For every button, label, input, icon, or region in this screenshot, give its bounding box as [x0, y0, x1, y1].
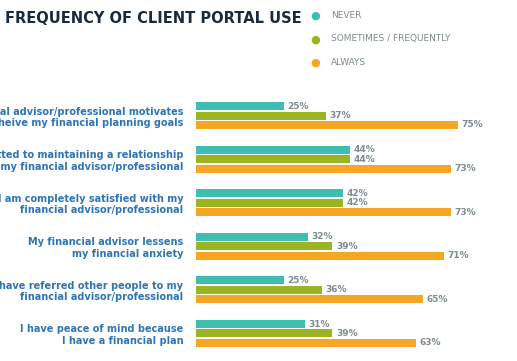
Text: 25%: 25%	[287, 276, 309, 285]
Text: 44%: 44%	[354, 145, 375, 155]
Text: SOMETIMES / FREQUENTLY: SOMETIMES / FREQUENTLY	[331, 34, 450, 43]
Text: 71%: 71%	[448, 251, 469, 260]
Text: FREQUENCY OF CLIENT PORTAL USE: FREQUENCY OF CLIENT PORTAL USE	[5, 11, 302, 26]
Text: 32%: 32%	[312, 232, 333, 242]
Bar	[196, 165, 451, 173]
Bar	[196, 121, 458, 129]
Text: ●: ●	[310, 11, 320, 21]
Text: 73%: 73%	[454, 208, 476, 217]
Bar	[196, 252, 444, 260]
Text: 73%: 73%	[454, 164, 476, 173]
Bar	[196, 286, 322, 294]
Text: 65%: 65%	[427, 295, 448, 304]
Bar	[196, 102, 284, 110]
Text: 42%: 42%	[346, 198, 368, 207]
Bar	[196, 339, 416, 347]
Bar	[196, 146, 350, 154]
Text: ALWAYS: ALWAYS	[331, 58, 366, 67]
Text: 25%: 25%	[287, 102, 309, 111]
Bar	[196, 329, 332, 337]
Bar	[196, 190, 343, 197]
Bar	[196, 155, 350, 163]
Text: ●: ●	[310, 58, 320, 68]
Text: 37%: 37%	[329, 111, 351, 120]
Text: 39%: 39%	[336, 242, 358, 251]
Bar	[196, 242, 332, 250]
Bar	[196, 295, 423, 303]
Text: 44%: 44%	[354, 155, 375, 164]
Bar	[196, 208, 451, 216]
Text: NEVER: NEVER	[331, 11, 361, 20]
Bar	[196, 320, 305, 328]
Text: 75%: 75%	[462, 121, 483, 130]
Text: ●: ●	[310, 34, 320, 44]
Bar	[196, 112, 326, 119]
Bar	[196, 199, 343, 207]
Text: 31%: 31%	[308, 319, 329, 329]
Text: 63%: 63%	[420, 338, 441, 347]
Text: 36%: 36%	[326, 285, 347, 294]
Bar	[196, 233, 308, 241]
Bar	[196, 277, 284, 284]
Text: 39%: 39%	[336, 329, 358, 338]
Text: 42%: 42%	[346, 189, 368, 198]
